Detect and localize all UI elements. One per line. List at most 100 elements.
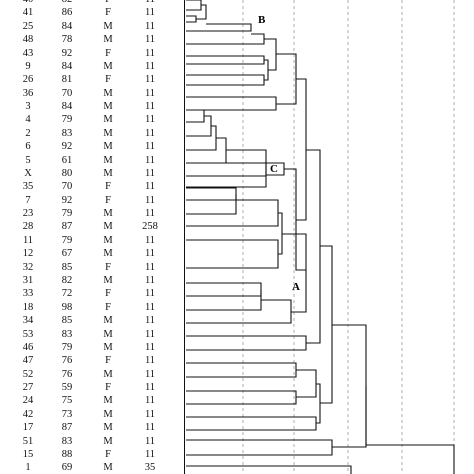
cell-group: 258 [142, 221, 158, 233]
branch [186, 33, 265, 45]
cell-age: 80 [61, 167, 73, 179]
branch [296, 78, 307, 221]
cell-group: 11 [144, 408, 156, 420]
cell-group: 11 [144, 261, 156, 273]
cell-id: 53 [22, 328, 34, 340]
branch [186, 55, 265, 65]
branch [186, 162, 267, 188]
branch [316, 383, 321, 424]
cell-group: 11 [144, 154, 156, 166]
cell-group: 35 [144, 462, 156, 474]
cell-group: 11 [144, 368, 156, 380]
cell-age: 84 [61, 20, 73, 32]
cell-sex: M [103, 167, 113, 179]
cell-sex: M [103, 87, 113, 99]
branch [186, 109, 205, 123]
cell-group: 11 [144, 448, 156, 460]
cell-group: 11 [144, 167, 156, 179]
cell-sex: M [103, 395, 113, 407]
cell-id: 17 [22, 422, 34, 434]
cell-id: 52 [22, 368, 34, 380]
cell-id: 51 [22, 435, 34, 447]
cell-age: 82 [61, 274, 73, 286]
branch [186, 74, 265, 86]
cell-sex: F [105, 7, 111, 19]
cluster-label-c: C [270, 163, 278, 175]
dendrogram: B C A [186, 0, 455, 474]
branch [365, 386, 455, 474]
cell-age: 87 [61, 422, 73, 434]
cell-group: 11 [144, 248, 156, 260]
gridlines [242, 0, 455, 474]
cell-sex: M [103, 248, 113, 260]
cell-age: 70 [61, 87, 73, 99]
cell-sex: M [103, 234, 113, 246]
table-dendrogram-separator [184, 0, 185, 474]
cell-id: 31 [22, 274, 34, 286]
cell-age: 61 [61, 154, 73, 166]
cell-group: 11 [144, 20, 156, 32]
cell-age: 72 [61, 288, 73, 300]
cell-id: 2 [25, 127, 31, 139]
cell-age: 98 [61, 301, 73, 313]
cell-sex: M [103, 328, 113, 340]
cell-id: 15 [22, 448, 34, 460]
cell-group: 11 [144, 395, 156, 407]
cell-age: 70 [61, 181, 73, 193]
branch [186, 239, 279, 269]
cell-sex: M [103, 341, 113, 353]
branch [186, 282, 262, 297]
cell-sex: F [105, 74, 111, 86]
cell-group: 11 [144, 34, 156, 46]
cell-sex: F [105, 0, 111, 6]
cell-id: 18 [22, 301, 34, 313]
branch [186, 194, 237, 215]
cell-id: 4 [25, 114, 31, 126]
cell-id: 40 [23, 0, 34, 6]
cell-age: 76 [61, 368, 73, 380]
branch [306, 149, 321, 344]
cell-age: 76 [61, 355, 73, 367]
cell-age: 85 [61, 261, 73, 273]
branch [186, 96, 277, 111]
cell-group: 11 [144, 87, 156, 99]
cell-id: 32 [22, 261, 34, 273]
cell-group: 11 [144, 355, 156, 367]
cell-age: 79 [61, 208, 73, 220]
cell-age: 73 [61, 408, 73, 420]
cell-id: 12 [22, 248, 34, 260]
branch [278, 212, 283, 255]
cell-group: 11 [144, 101, 156, 113]
branch [264, 59, 269, 81]
branch [264, 38, 277, 71]
cell-sex: M [103, 141, 113, 153]
cell-age: 88 [61, 448, 73, 460]
cell-id: 48 [22, 34, 34, 46]
cell-sex: M [103, 154, 113, 166]
branch [186, 199, 279, 227]
cell-sex: M [103, 435, 113, 447]
cell-sex: M [103, 221, 113, 233]
cell-id: 24 [22, 395, 34, 407]
cell-sex: M [103, 114, 113, 126]
cell-group: 11 [144, 274, 156, 286]
cell-group: 11 [144, 127, 156, 139]
cell-sex: M [103, 408, 113, 420]
cell-sex: M [103, 208, 113, 220]
cluster-label-a: A [292, 281, 300, 293]
cell-id: 46 [22, 341, 34, 353]
cell-id: 27 [22, 382, 34, 394]
cell-group: 11 [145, 0, 155, 6]
cell-id: 3 [25, 101, 31, 113]
cell-group: 11 [144, 435, 156, 447]
cell-age: 83 [61, 127, 73, 139]
branch [186, 0, 202, 11]
cell-id: 25 [22, 20, 34, 32]
cell-sex: F [105, 448, 111, 460]
branch [186, 335, 307, 351]
branch [186, 187, 237, 201]
cell-sex: M [103, 422, 113, 434]
cell-sex: F [105, 288, 111, 300]
cell-sex: F [105, 261, 111, 273]
cell-id: 7 [25, 194, 31, 206]
